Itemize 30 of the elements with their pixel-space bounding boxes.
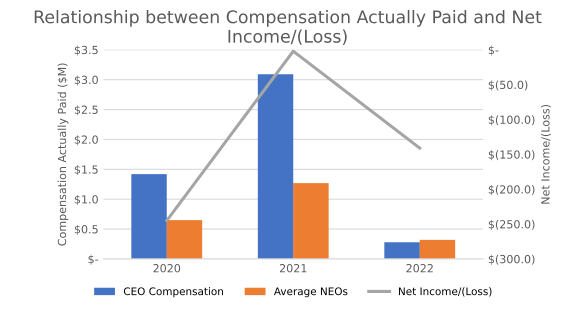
bar [384,242,420,259]
y-tick-label: $3.5 [74,46,98,56]
y2-tick-label: $(200.0) [488,185,534,196]
x-tick-label: 2022 [406,264,433,272]
y-tick-label: $2.0 [74,135,98,146]
y-tick-label: $2.5 [74,105,98,116]
y2-tick-label: $(150.0) [488,150,534,160]
bar [131,174,167,259]
legend-label: Average NEOs [274,287,348,298]
x-tick-label: 2021 [280,264,306,272]
y2-axis-title: Net Income/(Loss) [540,104,551,204]
y2-tick-label: $- [488,46,498,56]
x-tick-label: 2020 [153,264,180,272]
y-tick-label: $0.5 [74,224,98,235]
bar [293,183,329,259]
legend-label: CEO Compensation [124,287,223,298]
y-tick-label: $1.5 [74,165,98,176]
y-tick-label: $1.0 [74,194,98,206]
bar [420,240,456,259]
y2-tick-label: $(100.0) [488,115,534,126]
chart-title: Relationship between Compensation Actually Paid and Net Income/(Loss) [34,10,542,45]
bar [166,220,202,259]
y2-tick-label: $(250.0) [488,220,534,230]
bar [258,74,294,259]
y2-tick-label: $(300.0) [488,254,534,265]
y-axis-title: Compensation Actually Paid ($M) [58,63,68,246]
legend-label: Net Income/(Loss) [398,287,492,296]
y-tick-label: $- [88,254,98,265]
y-tick-label: $3.0 [74,75,98,86]
y2-tick-label: $(50.0) [488,80,528,91]
